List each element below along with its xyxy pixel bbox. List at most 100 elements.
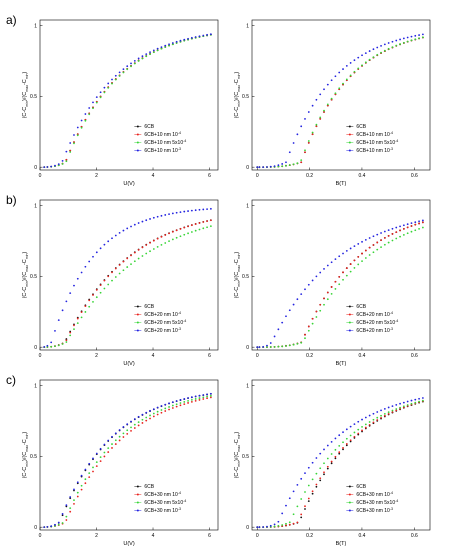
data-point [311, 131, 314, 134]
data-point [194, 229, 197, 232]
data-point [209, 33, 212, 36]
data-point [80, 474, 83, 477]
data-point [190, 209, 193, 212]
data-point [421, 219, 424, 222]
data-point [342, 278, 344, 281]
data-point [137, 415, 140, 418]
data-point [69, 334, 72, 337]
data-point [111, 271, 113, 274]
data-point [266, 346, 268, 349]
data-point [122, 229, 125, 232]
data-point [353, 245, 356, 248]
data-point [383, 237, 386, 239]
data-point [95, 461, 98, 464]
data-point [152, 239, 155, 242]
data-point [46, 344, 49, 347]
series-5e-4 [256, 226, 424, 349]
data-point [118, 264, 121, 266]
data-point [206, 395, 208, 398]
data-point [187, 402, 189, 404]
data-point [149, 241, 151, 244]
data-point [175, 211, 178, 214]
data-point [65, 160, 68, 163]
series-1e-4 [43, 219, 212, 349]
data-point [175, 405, 178, 408]
data-point [311, 322, 314, 325]
data-point [175, 42, 178, 44]
data-point [319, 477, 322, 480]
data-point [57, 523, 60, 526]
data-point [183, 233, 186, 236]
x-tick-label: 0 [39, 353, 42, 359]
data-point [383, 230, 386, 233]
data-point [187, 232, 189, 235]
data-point [307, 111, 310, 113]
data-point [107, 240, 110, 243]
data-point [175, 229, 178, 232]
data-point [349, 439, 352, 442]
data-point [387, 406, 390, 409]
data-point [69, 151, 72, 153]
data-point [183, 226, 186, 229]
data-point [349, 425, 352, 428]
chart-panel-c-B: 0 0.2 0.4 0.6 0 0.5 1 B(T) (C-Cmin)/(Cmax-Cmin) 6… [234, 379, 431, 547]
data-point [145, 411, 148, 414]
data-point [410, 39, 413, 42]
data-point [334, 455, 337, 458]
data-point [198, 208, 201, 211]
data-point [330, 79, 333, 82]
data-point [353, 70, 356, 73]
data-point [406, 36, 409, 39]
data-point [372, 251, 375, 254]
data-point [130, 426, 132, 429]
data-point [406, 40, 409, 43]
legend-entry: 6CB+20 nm 10-4 [144, 311, 181, 318]
chart-panel-b-B: 0 0.2 0.4 0.6 0 0.5 1 B(T) (C-Cmin)/(Cmax-Cmin) 6… [234, 199, 431, 367]
data-point [349, 440, 352, 443]
data-point [315, 310, 318, 313]
data-point [190, 400, 193, 403]
data-point [95, 251, 98, 254]
data-point [315, 98, 318, 101]
data-point [277, 165, 280, 168]
data-point [114, 234, 117, 237]
data-point [311, 317, 314, 320]
data-point [383, 412, 386, 415]
data-point [364, 257, 367, 259]
data-point [156, 406, 159, 409]
data-point [69, 331, 72, 334]
data-point [156, 410, 159, 413]
data-point [61, 163, 64, 165]
data-point [361, 240, 363, 243]
legend-marker [348, 133, 351, 136]
data-point [288, 521, 291, 524]
data-point [92, 294, 94, 296]
data-point [334, 258, 337, 261]
chart-panel-b-U: 0 2 4 600.51U(V)(C-Cmin)/(Cmax-Cmin)6CB6CB+… [22, 199, 219, 367]
legend-marker [348, 485, 351, 488]
data-point [107, 451, 110, 453]
data-point [256, 166, 259, 169]
data-point [292, 522, 295, 525]
data-point [118, 75, 121, 77]
data-point [84, 311, 87, 313]
data-point [296, 342, 299, 345]
data-point [141, 418, 144, 421]
data-point [156, 237, 159, 240]
data-point [156, 245, 159, 248]
data-point [296, 133, 299, 136]
y-tick-label: 1 [246, 383, 249, 389]
data-point [345, 267, 348, 269]
data-point [380, 246, 382, 249]
legend-entry: 6CB+30 nm 5x10-4 [356, 499, 398, 506]
data-point [84, 468, 87, 471]
data-point [133, 223, 136, 226]
data-point [126, 257, 129, 260]
data-point [300, 293, 303, 296]
data-point [114, 432, 117, 435]
data-point [353, 435, 356, 438]
data-point [273, 165, 276, 167]
data-point [198, 394, 201, 397]
data-point [323, 471, 325, 474]
